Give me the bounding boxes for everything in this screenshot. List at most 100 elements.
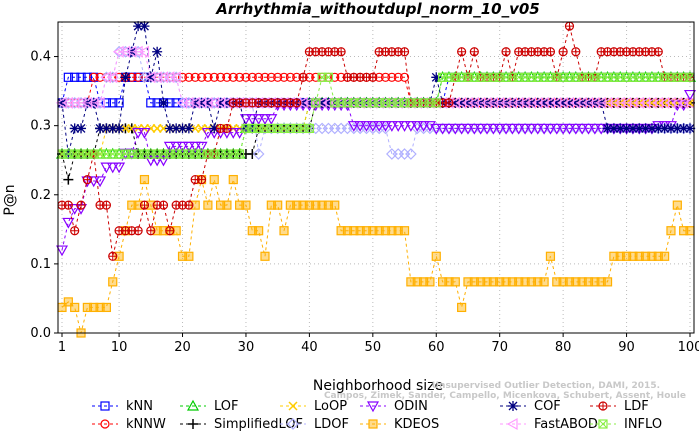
point-ODIN-69	[487, 123, 500, 135]
point-KDEOS-3	[70, 302, 80, 313]
point-COF-99	[678, 123, 689, 134]
point-FastABOD-71	[499, 96, 511, 109]
point-kNNW-28	[228, 72, 238, 82]
point-FastABOD-74	[518, 96, 530, 109]
point-ODIN-65	[461, 123, 474, 135]
point-kNNW-35	[273, 72, 283, 82]
point-kNNW-37	[285, 72, 295, 82]
point-COF-79	[551, 97, 562, 108]
point-ODIN-76	[531, 123, 544, 135]
point-KDEOS-52	[380, 226, 391, 236]
point-INFLO-29	[235, 149, 245, 159]
point-LDF-95	[653, 47, 663, 57]
point-FastABOD-13	[131, 45, 143, 58]
watermark: Campos, Zimek, Sander, Campello, Micenko…	[324, 381, 686, 401]
point-FastABOD-93	[639, 96, 651, 109]
y-tick-label-1: 0.1	[30, 257, 51, 272]
point-kNN-4	[76, 72, 86, 82]
point-KDEOS-57	[412, 277, 422, 287]
point-KDEOS-44	[330, 200, 340, 210]
point-KDEOS-77	[539, 277, 549, 287]
point-KDEOS-88	[609, 251, 619, 261]
legend-marker-SimplifiedLOF	[188, 419, 198, 429]
point-kNNW-25	[209, 72, 219, 82]
point-kNN-10	[114, 98, 124, 108]
point-ODIN-19	[170, 141, 183, 153]
point-FastABOD-18	[163, 71, 175, 84]
x-tick-label-7: 70	[491, 340, 508, 355]
x-tick-label-1: 10	[111, 340, 128, 355]
point-LDF-81	[564, 21, 575, 31]
point-LDF-18	[165, 226, 175, 236]
point-ODIN-2	[62, 217, 75, 229]
x-tick-label-6: 60	[428, 340, 445, 355]
point-FastABOD-40	[303, 96, 314, 109]
legend-marker-kNN	[100, 401, 110, 411]
point-ODIN-50	[366, 121, 379, 132]
point-FastABOD-9	[106, 71, 118, 84]
point-FastABOD-12	[125, 45, 137, 58]
point-KDEOS-83	[577, 277, 587, 287]
point-COF-80	[558, 97, 569, 108]
point-FastABOD-6	[87, 96, 99, 109]
point-COF-74	[520, 97, 531, 108]
point-kNN-9	[108, 98, 118, 108]
point-SimplifiedLOF-2	[63, 174, 74, 185]
point-FastABOD-77	[537, 96, 549, 109]
point-KDEOS-21	[184, 251, 194, 261]
point-LDF-78	[545, 47, 556, 57]
point-KDEOS-92	[634, 251, 644, 261]
point-LDF-5	[82, 174, 92, 185]
point-ODIN-58	[417, 121, 430, 132]
point-ODIN-67	[474, 123, 487, 135]
y-tick-label-2: 0.2	[30, 188, 51, 203]
point-FastABOD-92	[633, 96, 644, 109]
point-KDEOS-87	[602, 277, 613, 287]
series-line-ODIN	[61, 94, 691, 251]
legend-marker-LDF	[598, 401, 608, 411]
series-line-FastABOD	[62, 51, 690, 104]
point-ODIN-85	[588, 123, 601, 135]
point-FastABOD-75	[525, 96, 537, 109]
point-KDEOS-49	[361, 226, 372, 236]
point-FastABOD-69	[487, 96, 498, 109]
series-line-INFLO	[62, 76, 690, 155]
point-KDEOS-60	[431, 251, 441, 261]
point-LDF-39	[298, 72, 308, 82]
point-KDEOS-86	[596, 277, 606, 287]
point-kNNW-13	[133, 72, 143, 82]
point-FastABOD-76	[531, 96, 543, 109]
point-FastABOD-85	[588, 96, 600, 109]
point-ODIN-57	[411, 121, 424, 132]
point-ODIN-15	[144, 155, 157, 167]
legend-label-COF: COF	[534, 399, 561, 414]
point-COF-20	[177, 123, 188, 134]
point-COF-8	[101, 123, 112, 134]
series-SimplifiedLOF	[57, 97, 695, 185]
legend-label-kNNW: kNNW	[126, 417, 166, 432]
point-COF-39	[298, 97, 309, 108]
point-LDOF-19	[170, 71, 183, 84]
legend-entry-kNNW: kNNW	[92, 417, 166, 432]
point-COF-25	[209, 123, 220, 134]
point-ODIN-75	[525, 123, 538, 135]
point-FastABOD-20	[176, 96, 188, 109]
legend-entry-FastABOD: FastABOD	[500, 417, 598, 432]
point-kNNW-54	[393, 72, 403, 82]
point-KDEOS-26	[215, 200, 226, 210]
point-kNNW-7	[95, 72, 105, 82]
x-tick-label-9: 90	[618, 340, 635, 355]
point-COF-22	[190, 97, 201, 108]
point-LDF-14	[139, 200, 150, 210]
point-COF-40	[304, 97, 315, 108]
chart-title: Arrhythmia_withoutdupl_norm_10_v05	[215, 0, 539, 18]
x-tick-label-5: 50	[365, 340, 382, 355]
point-ODIN-61	[436, 123, 449, 135]
point-ODIN-60	[430, 123, 443, 135]
legend-label-kNN: kNN	[126, 399, 153, 414]
point-kNNW-34	[266, 72, 276, 82]
series-layer	[55, 21, 697, 338]
point-KDEOS-61	[438, 277, 448, 287]
legend-entry-LOF: LOF	[180, 399, 239, 414]
point-FastABOD-91	[626, 96, 638, 109]
